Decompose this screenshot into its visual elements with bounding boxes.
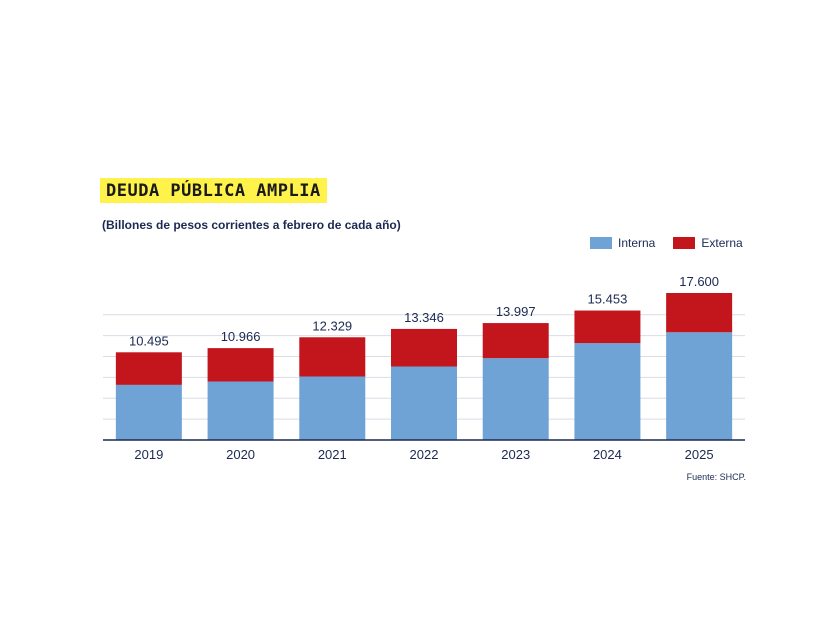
chart-subtitle: (Billones de pesos corrientes a febrero … (102, 218, 401, 232)
x-tick-label-2021: 2021 (318, 447, 347, 462)
bar-externa-2024 (574, 310, 641, 344)
bar-interna-2025 (666, 332, 733, 440)
bar-interna-2022 (391, 366, 457, 440)
chart-title-wrapper: DEUDA PÚBLICA AMPLIA (100, 178, 327, 203)
bar-interna-2019 (115, 384, 182, 440)
total-label-2020: 10.966 (221, 329, 261, 344)
bar-externa-2022 (391, 328, 457, 367)
legend-swatch-interna (590, 237, 612, 249)
x-tick-label-2022: 2022 (410, 447, 439, 462)
legend-item-externa: Externa (673, 236, 743, 250)
total-label-2022: 13.346 (404, 310, 444, 325)
x-tick-label-2024: 2024 (593, 447, 622, 462)
total-label-2023: 13.997 (496, 304, 536, 319)
total-label-2025: 17.600 (679, 274, 719, 289)
bar-interna-2023 (482, 358, 549, 440)
x-tick-label-2023: 2023 (501, 447, 530, 462)
total-label-2019: 10.495 (129, 333, 169, 348)
bar-externa-2023 (482, 323, 549, 359)
bar-externa-2021 (299, 337, 366, 377)
x-tick-label-2020: 2020 (226, 447, 255, 462)
legend-label-interna: Interna (618, 236, 656, 250)
legend: Interna Externa (590, 236, 761, 250)
legend-item-interna: Interna (590, 236, 655, 250)
total-label-2024: 15.453 (588, 292, 628, 307)
source-note: Fuente: SHCP. (686, 472, 746, 482)
x-tick-label-2019: 2019 (134, 447, 163, 462)
x-tick-label-2025: 2025 (685, 447, 714, 462)
bar-interna-2020 (207, 381, 274, 440)
bar-interna-2021 (299, 376, 366, 440)
legend-label-externa: Externa (701, 236, 743, 250)
bar-externa-2019 (115, 352, 182, 385)
bar-externa-2020 (207, 348, 274, 382)
bar-interna-2024 (574, 343, 641, 440)
chart-title: DEUDA PÚBLICA AMPLIA (100, 178, 327, 203)
legend-swatch-externa (673, 237, 696, 249)
total-label-2021: 12.329 (312, 318, 352, 333)
bar-externa-2025 (666, 293, 733, 333)
